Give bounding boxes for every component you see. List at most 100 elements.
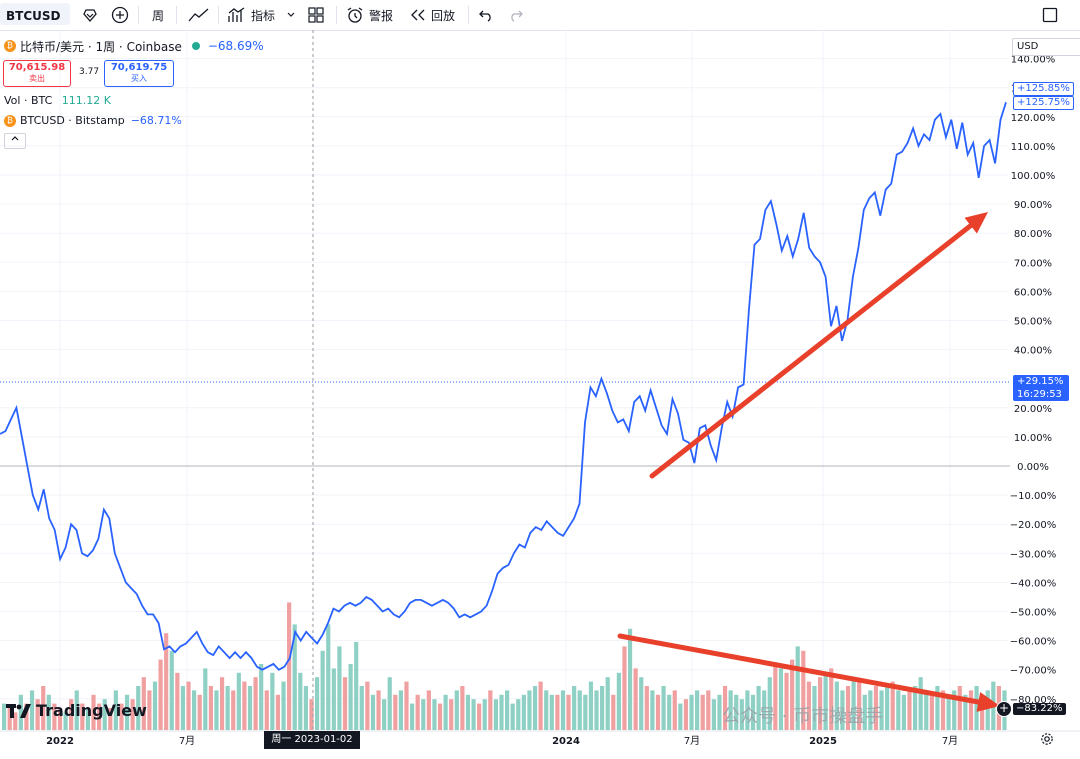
indicators-icon [228,7,245,22]
volume-bar [314,677,320,730]
volume-bar [2,703,7,730]
volume-bar [594,690,599,730]
price-chart[interactable]: 140.00%130.00%120.00%110.00%100.00%90.00… [0,30,1080,759]
volume-bar [465,694,471,730]
volume-bar [41,686,46,730]
tradingview-logo[interactable]: TradingView [6,701,147,720]
y-tick-label: 50.00% [1014,317,1052,328]
add-alert-icon[interactable]: + [996,701,1012,717]
volume-bar [259,664,264,730]
chart-type-icon[interactable] [188,0,210,30]
volume-bar [940,690,946,730]
volume-bar [784,672,789,730]
compare-change: −68.71% [130,114,182,127]
volume-bar [588,681,594,730]
volume-bar [639,677,644,730]
y-tick-label: −70.00% [1010,666,1057,677]
currency-select[interactable]: USD [1012,38,1080,56]
alert-label: 警报 [369,8,394,23]
sell-button[interactable]: 70,615.98 卖出 [3,60,71,87]
volume-bar [69,699,74,730]
volume-bar [823,672,828,730]
volume-bar [957,686,962,730]
volume-bar [605,677,610,730]
chevron-up-icon [11,136,19,141]
volume-bar [918,677,923,730]
y-tick-label: −30.00% [1010,549,1057,560]
volume-bar [801,650,806,730]
brand-name: TradingView [36,701,147,720]
arrow-shaft [617,633,981,705]
volume-bar [611,694,616,730]
volume-bar [298,672,303,730]
gear-icon[interactable] [1040,732,1054,750]
x-tick-label: 7月 [942,735,958,747]
volume-bar [924,690,929,730]
indicators-button[interactable]: 指标 [228,0,275,30]
volume-bar [762,690,767,730]
sell-label: 卖出 [29,74,45,83]
volume-bar [963,694,968,730]
alarm-clock-icon [347,7,363,23]
alert-button[interactable]: 警报 [346,0,393,30]
compare-legend[interactable]: ₿ BTCUSD · Bitstamp −68.71% [4,114,182,127]
volume-bar [896,690,901,730]
interval-button[interactable]: 周 [152,0,164,30]
change-percent: −68.69% [207,39,264,53]
volume-bar [119,703,124,730]
volume-legend[interactable]: Vol · BTC 111.12 K [4,94,111,107]
fullscreen-icon[interactable] [1042,0,1058,30]
symbol-title[interactable]: 比特币/美元 · 1周 · Coinbase [20,39,182,54]
symbol-search-button[interactable]: BTCUSD [0,3,70,25]
volume-bar [952,690,957,730]
volume-bar [812,686,817,730]
collapse-legend-button[interactable] [4,133,26,149]
buy-button[interactable]: 70,619.75 买入 [104,60,174,87]
chevron-down-icon[interactable] [286,0,296,30]
volume-bar [555,694,560,730]
volume-bar [767,677,772,730]
volume-bar [739,699,744,730]
volume-bar [91,694,96,730]
volume-bar [538,681,543,730]
volume-bar [577,690,582,730]
volume-bar [806,681,811,730]
indicators-label: 指标 [251,8,276,23]
add-symbol-icon[interactable] [111,0,129,30]
favorite-icon[interactable] [82,0,98,30]
crosshair-date-tag: 周一 2023-01-02 [264,731,360,749]
volume-bar [219,677,225,730]
volume-bar [102,699,107,730]
volume-bar [600,686,605,730]
volume-bar [633,668,638,730]
volume-bar [471,699,476,730]
volume-bar [141,677,146,730]
volume-bar [521,694,526,730]
layout-grid-icon[interactable] [308,0,324,30]
volume-bar [773,664,778,730]
volume-bar [616,672,621,730]
rewind-icon [411,9,425,21]
volume-label: Vol · BTC [4,94,53,107]
compare-label: BTCUSD · Bitstamp [20,114,125,127]
volume-bar [18,694,23,730]
volume-bar [136,686,141,730]
volume-bar [52,703,57,730]
x-tick-label: 2025 [809,736,837,747]
volume-bar [231,690,236,730]
volume-bar [845,686,851,730]
undo-icon[interactable] [478,0,494,30]
volume-bar [695,690,700,730]
volume-bar [454,690,459,730]
replay-button[interactable]: 回放 [410,0,455,30]
top-toolbar: BTCUSD 周 指标 警报 回放 [0,0,1080,31]
volume-bar [35,699,40,730]
volume-bar [180,686,186,730]
x-tick-label: 7月 [684,735,700,747]
redo-icon[interactable] [508,0,524,30]
volume-bar [862,694,867,730]
volume-bar [901,694,906,730]
volume-bar [7,708,12,730]
volume-bars [2,602,1007,730]
replay-label: 回放 [431,8,456,23]
